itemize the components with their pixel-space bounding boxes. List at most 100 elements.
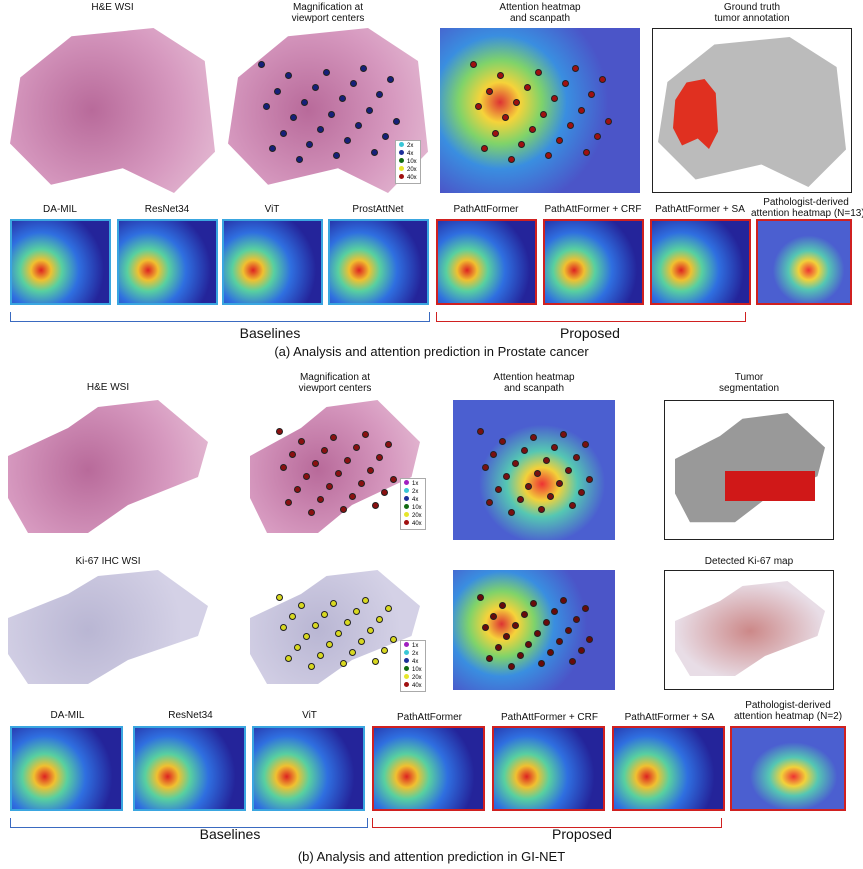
method-label: DA-MIL — [0, 204, 120, 215]
image-title: and scanpath — [453, 383, 615, 394]
scanpath-point — [605, 118, 612, 125]
scanpath-point — [524, 84, 531, 91]
scanpath-point — [517, 496, 524, 503]
scanpath-point — [289, 451, 296, 458]
heatmap — [492, 726, 605, 811]
scanpath-point — [381, 647, 388, 654]
image — [8, 400, 208, 540]
scanpath-point — [326, 483, 333, 490]
scanpath-point — [565, 467, 572, 474]
image-title: Magnification at — [250, 372, 420, 383]
scanpath-point — [560, 597, 567, 604]
legend: 2x4x10x20x40x — [395, 140, 421, 184]
legend-dot — [404, 666, 409, 671]
legend-dot — [399, 174, 404, 179]
scanpath-point — [372, 658, 379, 665]
tissue — [250, 400, 420, 540]
scanpath-point — [390, 636, 397, 643]
scanpath-point — [569, 658, 576, 665]
image — [453, 570, 615, 690]
figure: H&E WSIMagnification atviewport centers2… — [0, 0, 863, 869]
scanpath-point — [578, 647, 585, 654]
image-title: Magnification at — [228, 2, 428, 13]
scanpath-point — [339, 95, 346, 102]
legend-dot — [404, 480, 409, 485]
legend-label: 2x — [407, 143, 413, 149]
group-label: Proposed — [530, 325, 650, 341]
legend-dot — [404, 512, 409, 517]
legend-entry: 40x — [404, 682, 422, 690]
scanpath-point — [582, 441, 589, 448]
ki67-map — [675, 581, 825, 681]
method-label: ResNet34 — [107, 204, 227, 215]
scanpath-point — [586, 636, 593, 643]
scanpath-point — [372, 502, 379, 509]
legend-dot — [404, 642, 409, 647]
scanpath-point — [317, 652, 324, 659]
scanpath-point — [294, 486, 301, 493]
scanpath-point — [366, 107, 373, 114]
group-label: Proposed — [522, 826, 642, 842]
image — [453, 400, 615, 540]
legend-dot — [404, 682, 409, 687]
image-title: and scanpath — [440, 13, 640, 24]
scanpath-point — [556, 480, 563, 487]
image-title: Ki-67 IHC WSI — [8, 556, 208, 567]
legend-entry: 20x — [399, 166, 417, 174]
tissue — [8, 570, 208, 690]
scanpath-point — [349, 493, 356, 500]
image-title: attention heatmap (N=13) — [751, 208, 861, 219]
scanpath-point — [567, 122, 574, 129]
scanpath-point — [330, 600, 337, 607]
legend-dot — [404, 488, 409, 493]
method-label: ResNet34 — [128, 710, 253, 721]
scanpath-point — [578, 489, 585, 496]
image — [652, 28, 852, 193]
scanpath-point — [258, 61, 265, 68]
scanpath-point — [326, 641, 333, 648]
heatmap — [650, 219, 751, 305]
scanpath-point — [495, 486, 502, 493]
heatmap — [436, 219, 537, 305]
heatmap — [10, 726, 123, 811]
scanpath-point — [565, 627, 572, 634]
scanpath-point — [481, 145, 488, 152]
scanpath-point — [482, 464, 489, 471]
scanpath-point — [276, 594, 283, 601]
scanpath-point — [280, 130, 287, 137]
image — [8, 570, 208, 690]
heatmap — [328, 219, 429, 305]
image-title: Tumor — [664, 372, 834, 383]
legend-label: 10x — [412, 505, 422, 511]
image-title: Pathologist-derived — [728, 700, 848, 711]
scanpath-point — [317, 126, 324, 133]
legend-label: 1x — [412, 643, 418, 649]
scanpath-point — [350, 80, 357, 87]
legend-label: 4x — [412, 497, 418, 503]
legend-label: 20x — [412, 675, 422, 681]
scanpath-point — [578, 107, 585, 114]
scanpath-point — [312, 84, 319, 91]
caption: (a) Analysis and attention prediction in… — [0, 344, 863, 359]
legend-entry: 4x — [399, 150, 417, 158]
image-title: H&E WSI — [8, 382, 208, 393]
tissue — [250, 570, 420, 690]
scanpath-point — [535, 69, 542, 76]
legend-label: 4x — [412, 659, 418, 665]
image-title: attention heatmap (N=2) — [728, 711, 848, 722]
image-title: tumor annotation — [652, 13, 852, 24]
group-label: Baselines — [170, 826, 290, 842]
image-title: viewport centers — [228, 13, 428, 24]
scanpath-point — [582, 605, 589, 612]
group-label: Baselines — [210, 325, 330, 341]
scanpath-point — [328, 111, 335, 118]
scanpath-point — [543, 619, 550, 626]
heatmap — [543, 219, 644, 305]
legend-entry: 1x — [404, 642, 422, 650]
tissue — [8, 400, 208, 540]
scanpath-point — [517, 652, 524, 659]
legend-dot — [404, 674, 409, 679]
legend-entry: 40x — [399, 174, 417, 182]
scanpath-point — [274, 88, 281, 95]
scanpath-point — [376, 454, 383, 461]
